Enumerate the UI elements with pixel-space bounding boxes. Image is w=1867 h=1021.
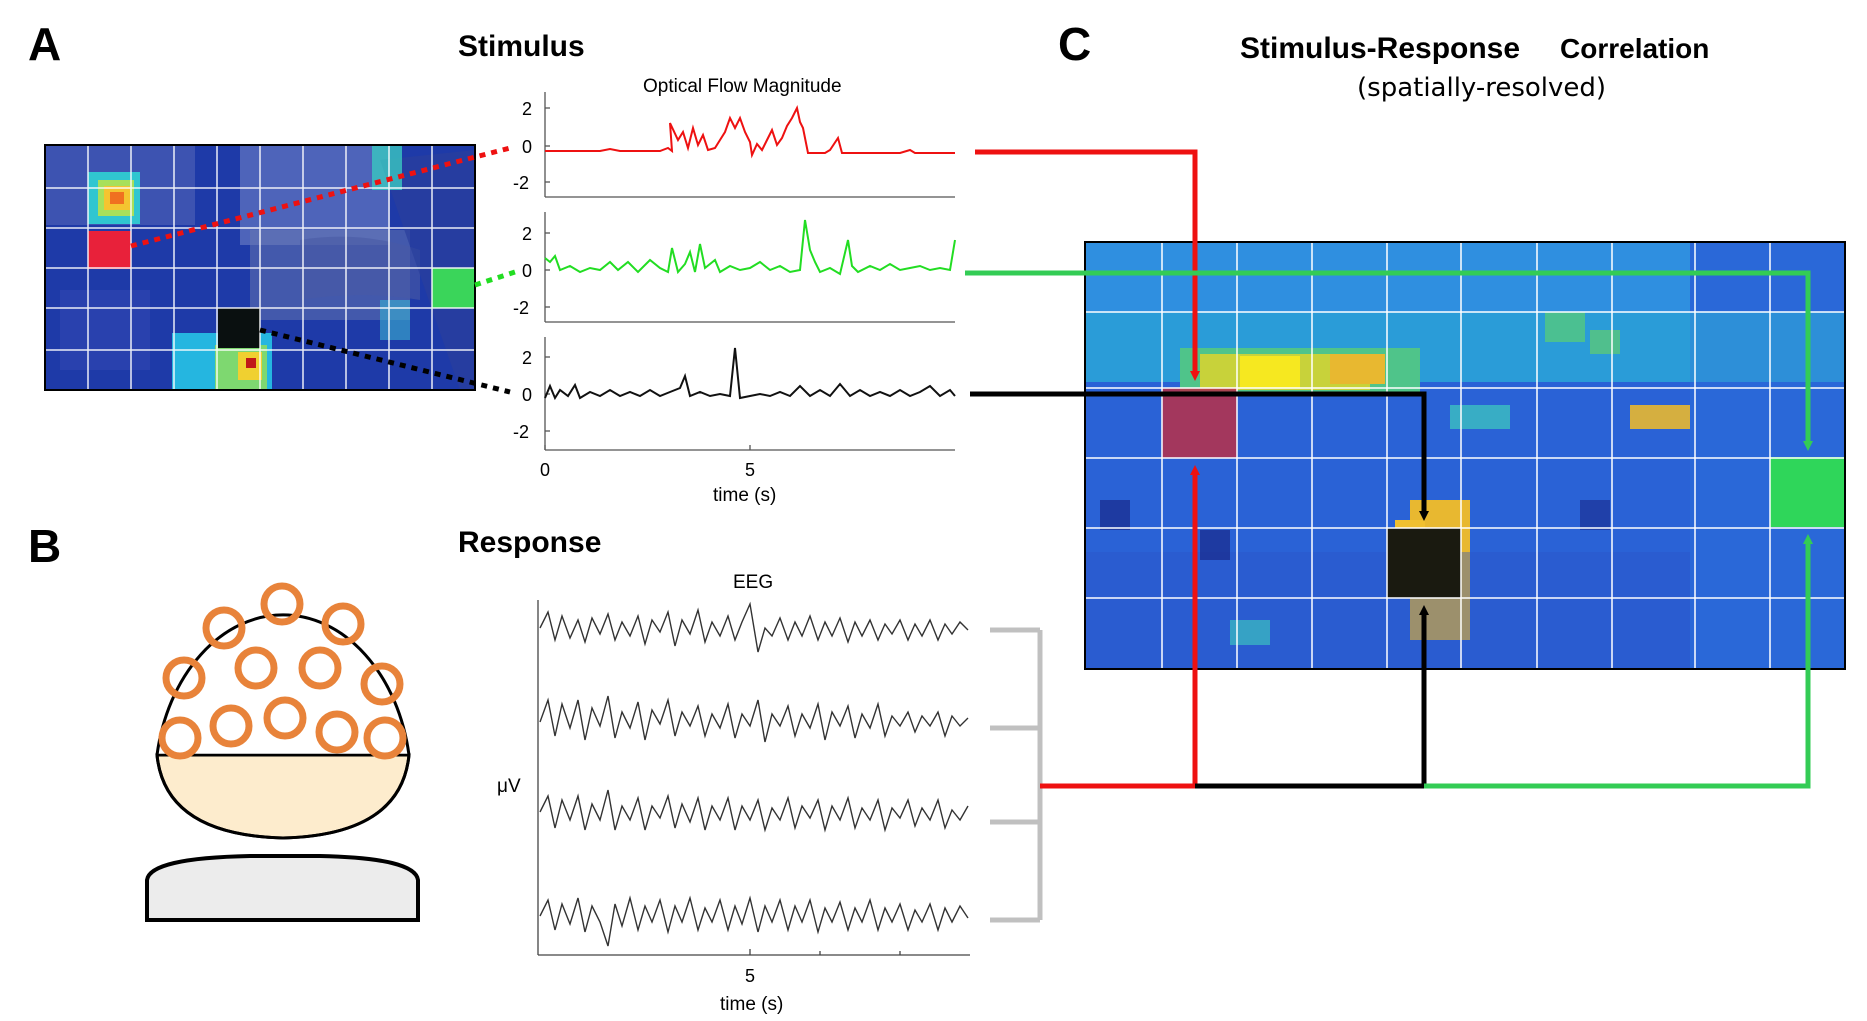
ytick-label: 2 <box>522 99 532 119</box>
correlation-subtitle: (spatially-resolved) <box>1357 73 1606 103</box>
electrodes <box>158 582 407 760</box>
electrode <box>202 606 246 650</box>
electrode <box>162 656 206 700</box>
electrode <box>158 716 202 760</box>
xtick-label: 5 <box>745 460 755 480</box>
electrode <box>363 716 407 760</box>
ytick-label: 2 <box>522 348 532 368</box>
eeg-xlabel: time (s) <box>720 994 783 1015</box>
stimulus-title: Stimulus <box>458 30 585 63</box>
flow-yticks: 2 0 -2 2 0 -2 2 0 -2 0 5 <box>513 99 755 480</box>
red-connector <box>975 149 1200 381</box>
electrode <box>321 602 365 646</box>
panel-c-letter: C <box>1058 18 1091 70</box>
ytick-label: -2 <box>513 298 529 318</box>
head-lower-fill <box>155 753 411 840</box>
ytick-label: -2 <box>513 173 529 193</box>
correlation-heatmap <box>1084 241 1846 670</box>
shoulders <box>145 854 420 922</box>
panel-b-letter: B <box>28 520 61 572</box>
panel-a-letter: A <box>28 18 61 70</box>
flow-trace-black <box>544 347 956 401</box>
electrode <box>360 662 404 706</box>
electrode <box>263 696 307 740</box>
xtick-label: 0 <box>540 460 550 480</box>
red-dotted-connector <box>130 145 511 249</box>
correlation-title-part1: Stimulus-Response <box>1240 32 1520 65</box>
ytick-label: 2 <box>522 224 532 244</box>
eeg-axes <box>537 600 970 956</box>
ytick-label: 0 <box>522 261 532 281</box>
eeg-trace-2 <box>539 695 969 743</box>
black-connector <box>970 391 1429 521</box>
head-diagram <box>145 582 420 922</box>
electrode <box>298 646 342 690</box>
eeg-trace-4 <box>539 895 969 947</box>
green-connector <box>965 270 1813 451</box>
ytick-label: 0 <box>522 137 532 157</box>
green-dotted-connector <box>474 269 516 288</box>
flow-trace-red <box>545 105 955 159</box>
eeg-ylabel: μV <box>497 776 521 797</box>
ytick-label: -2 <box>513 422 529 442</box>
eeg-title: EEG <box>733 572 773 593</box>
correlation-title-part2: Correlation <box>1560 33 1709 64</box>
optical-flow-title: Optical Flow Magnitude <box>643 76 842 97</box>
video-frame <box>44 144 476 391</box>
flow-xlabel: time (s) <box>713 485 776 506</box>
eeg-trace-1 <box>539 601 969 653</box>
flow-axes <box>544 92 955 451</box>
flow-trace-green <box>544 219 956 276</box>
electrode <box>315 710 359 754</box>
eeg-xtick-label: 5 <box>745 966 755 986</box>
eeg-green-connector <box>1424 534 1813 789</box>
electrode <box>234 646 278 690</box>
ytick-label: 0 <box>522 385 532 405</box>
eeg-trace-3 <box>539 789 969 833</box>
electrode <box>209 704 253 748</box>
response-title: Response <box>458 526 601 559</box>
eeg-bracket <box>990 627 1043 923</box>
electrode <box>260 582 304 626</box>
